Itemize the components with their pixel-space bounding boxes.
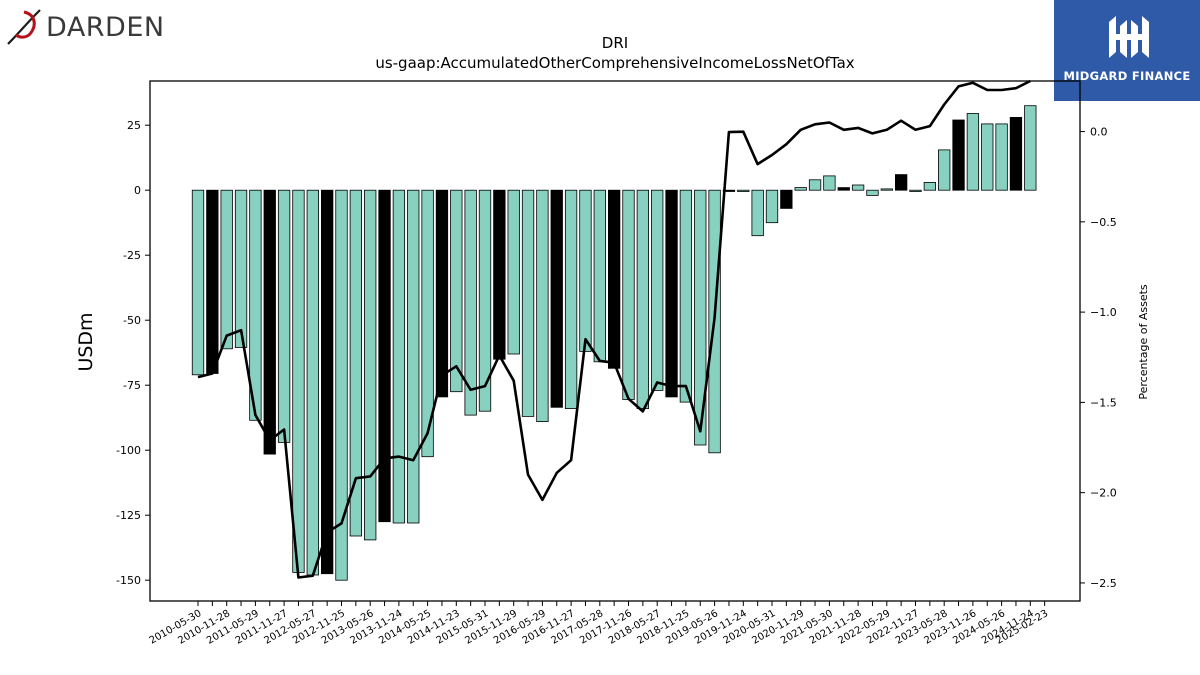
- bar: [794, 187, 807, 191]
- y2-tick-label: 0.0: [1090, 126, 1108, 139]
- x-axis: 2010-05-302010-11-282011-05-292011-11-27…: [148, 601, 1050, 647]
- bar: [651, 189, 664, 391]
- y-tick-label: -50: [123, 314, 141, 327]
- bar: [923, 181, 936, 191]
- bar: [694, 189, 707, 446]
- bar: [938, 149, 951, 191]
- y2-tick-label: −0.5: [1090, 216, 1117, 229]
- bar: [464, 189, 477, 416]
- bar: [550, 189, 563, 408]
- y2-axis-label: Percentage of Assets: [1137, 284, 1150, 400]
- bar: [378, 189, 391, 523]
- darden-logo: DARDEN: [4, 4, 174, 48]
- chart-subtitle: us-gaap:AccumulatedOtherComprehensiveInc…: [375, 54, 854, 72]
- bar: [191, 189, 205, 376]
- bar: [450, 189, 463, 393]
- bar: [952, 119, 965, 191]
- y-tick-label: -125: [116, 509, 141, 522]
- y-tick-label: -100: [116, 444, 141, 457]
- darden-emblem-icon: [7, 9, 41, 45]
- y2-tick-label: −1.0: [1090, 306, 1117, 319]
- bar: [507, 189, 520, 355]
- bar: [263, 189, 276, 455]
- bar: [981, 123, 994, 191]
- bar: [579, 189, 592, 352]
- bar: [320, 189, 334, 575]
- y2-tick-label: −2.0: [1090, 487, 1117, 500]
- bar: [608, 189, 621, 369]
- bar: [292, 189, 305, 573]
- bar: [249, 189, 262, 421]
- percentage-line: [197, 79, 1031, 579]
- bar: [866, 189, 879, 196]
- bar: [622, 189, 635, 400]
- bar: [392, 189, 406, 524]
- bar: [593, 189, 606, 363]
- bar: [493, 189, 506, 360]
- y-axis-label: USDm: [75, 312, 97, 371]
- chart-title: DRI: [602, 34, 628, 52]
- bar: [536, 189, 549, 422]
- bar: [1024, 105, 1037, 191]
- y-tick-label: -150: [116, 574, 141, 587]
- y-axis: 25 0 -25 -50 -75 -100 -125 -150: [116, 119, 150, 587]
- bar: [349, 189, 363, 537]
- bar: [407, 189, 420, 524]
- bar: [751, 189, 764, 237]
- bar: [780, 189, 793, 209]
- bar: [636, 189, 649, 409]
- bar: [851, 184, 865, 191]
- bar: [765, 189, 779, 224]
- y2-axis: 0.0 −0.5 −1.0 −1.5 −2.0 −2.5: [1080, 126, 1117, 590]
- bar: [364, 189, 377, 541]
- y-tick-label: -25: [123, 249, 141, 262]
- bar: [335, 189, 348, 581]
- bar: [737, 189, 750, 192]
- bar: [564, 189, 578, 409]
- bar: [1009, 117, 1023, 191]
- bar: [823, 175, 836, 191]
- bar: [995, 123, 1008, 191]
- bar: [206, 189, 219, 374]
- y-tick-label: -75: [123, 379, 141, 392]
- bar: [679, 189, 693, 403]
- bar: [435, 189, 449, 398]
- bar: [220, 189, 233, 350]
- y-tick-label: 0: [134, 184, 141, 197]
- bar: [966, 113, 980, 191]
- bar: [234, 189, 248, 348]
- darden-wordmark: DARDEN: [46, 12, 165, 43]
- bar: [421, 189, 434, 458]
- bar: [880, 188, 893, 191]
- y2-tick-label: −1.5: [1090, 396, 1117, 409]
- bar: [837, 187, 850, 191]
- y2-tick-label: −2.5: [1090, 577, 1117, 590]
- bar: [895, 174, 908, 191]
- plot-frame: [149, 80, 1081, 602]
- midgard-emblem-icon: [1109, 16, 1149, 58]
- bar: [306, 189, 319, 576]
- bar: [478, 189, 492, 412]
- bar: [808, 179, 822, 191]
- bar: [909, 189, 922, 192]
- bars-layer: [191, 105, 1037, 581]
- midgard-finance-logo: MIDGARD FINANCE: [1054, 0, 1200, 101]
- bar: [665, 189, 678, 398]
- bar: [277, 189, 291, 443]
- midgard-finance-wordmark: MIDGARD FINANCE: [1063, 69, 1191, 83]
- bar: [521, 189, 535, 417]
- line-layer: [197, 79, 1031, 579]
- y-tick-label: 25: [127, 119, 141, 132]
